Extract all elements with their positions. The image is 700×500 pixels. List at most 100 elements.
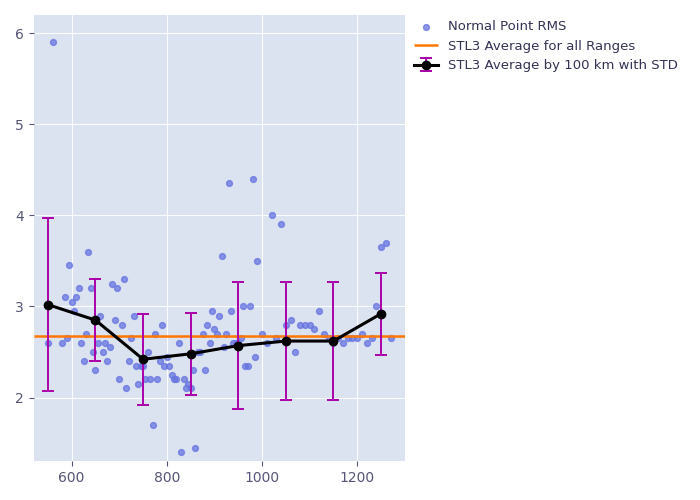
Normal Point RMS bbox=[230, 339, 241, 347]
Normal Point RMS bbox=[64, 262, 75, 270]
Normal Point RMS bbox=[304, 320, 315, 328]
Normal Point RMS bbox=[169, 376, 180, 384]
Normal Point RMS bbox=[106, 280, 118, 287]
Normal Point RMS bbox=[142, 348, 153, 356]
Normal Point RMS bbox=[361, 339, 372, 347]
Normal Point RMS bbox=[211, 330, 223, 338]
Normal Point RMS bbox=[118, 275, 130, 283]
Normal Point RMS bbox=[204, 339, 216, 347]
Normal Point RMS bbox=[74, 284, 85, 292]
Normal Point RMS bbox=[185, 384, 196, 392]
Normal Point RMS bbox=[130, 362, 141, 370]
Normal Point RMS bbox=[223, 180, 235, 188]
Normal Point RMS bbox=[356, 330, 368, 338]
Normal Point RMS bbox=[88, 348, 99, 356]
Normal Point RMS bbox=[71, 294, 82, 302]
Normal Point RMS bbox=[104, 344, 116, 351]
Normal Point RMS bbox=[351, 334, 363, 342]
Normal Point RMS bbox=[290, 348, 301, 356]
Normal Point RMS bbox=[295, 320, 306, 328]
Normal Point RMS bbox=[145, 376, 156, 384]
Normal Point RMS bbox=[97, 348, 108, 356]
Normal Point RMS bbox=[125, 334, 136, 342]
Normal Point RMS bbox=[116, 320, 127, 328]
Normal Point RMS bbox=[280, 320, 291, 328]
Normal Point RMS bbox=[173, 339, 184, 347]
Normal Point RMS bbox=[271, 334, 282, 342]
Normal Point RMS bbox=[228, 339, 239, 347]
Normal Point RMS bbox=[244, 302, 256, 310]
Normal Point RMS bbox=[285, 316, 296, 324]
Normal Point RMS bbox=[76, 339, 87, 347]
Normal Point RMS bbox=[314, 307, 325, 315]
Normal Point RMS bbox=[193, 348, 204, 356]
Normal Point RMS bbox=[137, 362, 148, 370]
Normal Point RMS bbox=[47, 38, 58, 46]
Normal Point RMS bbox=[66, 298, 77, 306]
Normal Point RMS bbox=[249, 352, 260, 360]
Normal Point RMS bbox=[300, 320, 311, 328]
Normal Point RMS bbox=[121, 384, 132, 392]
Normal Point RMS bbox=[123, 357, 134, 365]
Normal Point RMS bbox=[276, 220, 287, 228]
Normal Point RMS bbox=[385, 334, 396, 342]
Normal Point RMS bbox=[159, 362, 170, 370]
Normal Point RMS bbox=[157, 320, 168, 328]
Normal Point RMS bbox=[332, 334, 344, 342]
Normal Point RMS bbox=[99, 339, 111, 347]
Legend: Normal Point RMS, STL3 Average for all Ranges, STL3 Average by 100 km with STD: Normal Point RMS, STL3 Average for all R… bbox=[409, 15, 683, 78]
Normal Point RMS bbox=[366, 334, 377, 342]
Normal Point RMS bbox=[94, 312, 106, 320]
Normal Point RMS bbox=[209, 325, 220, 333]
Normal Point RMS bbox=[135, 362, 146, 370]
Normal Point RMS bbox=[220, 330, 232, 338]
Normal Point RMS bbox=[328, 339, 339, 347]
Normal Point RMS bbox=[111, 284, 122, 292]
Normal Point RMS bbox=[202, 320, 213, 328]
Normal Point RMS bbox=[261, 339, 272, 347]
Normal Point RMS bbox=[78, 357, 89, 365]
Normal Point RMS bbox=[195, 348, 206, 356]
Normal Point RMS bbox=[147, 421, 158, 429]
Normal Point RMS bbox=[62, 334, 73, 342]
Normal Point RMS bbox=[80, 330, 92, 338]
Normal Point RMS bbox=[375, 243, 386, 251]
Normal Point RMS bbox=[152, 376, 163, 384]
Normal Point RMS bbox=[216, 252, 228, 260]
Normal Point RMS bbox=[183, 380, 194, 388]
Normal Point RMS bbox=[133, 380, 144, 388]
Normal Point RMS bbox=[57, 339, 68, 347]
Normal Point RMS bbox=[178, 376, 189, 384]
Normal Point RMS bbox=[140, 376, 151, 384]
Normal Point RMS bbox=[109, 316, 120, 324]
Normal Point RMS bbox=[102, 357, 113, 365]
Normal Point RMS bbox=[92, 339, 104, 347]
Normal Point RMS bbox=[232, 339, 244, 347]
Normal Point RMS bbox=[199, 366, 211, 374]
Normal Point RMS bbox=[342, 334, 354, 342]
Normal Point RMS bbox=[83, 248, 94, 256]
Normal Point RMS bbox=[149, 330, 160, 338]
Normal Point RMS bbox=[237, 302, 248, 310]
Normal Point RMS bbox=[197, 330, 208, 338]
Normal Point RMS bbox=[225, 307, 237, 315]
Normal Point RMS bbox=[309, 325, 320, 333]
Normal Point RMS bbox=[380, 238, 391, 246]
Normal Point RMS bbox=[69, 307, 80, 315]
Normal Point RMS bbox=[214, 312, 225, 320]
Normal Point RMS bbox=[113, 376, 125, 384]
Normal Point RMS bbox=[247, 175, 258, 183]
Normal Point RMS bbox=[266, 212, 277, 220]
Normal Point RMS bbox=[176, 448, 187, 456]
Normal Point RMS bbox=[256, 330, 267, 338]
Normal Point RMS bbox=[347, 334, 358, 342]
Normal Point RMS bbox=[161, 352, 172, 360]
Normal Point RMS bbox=[337, 339, 349, 347]
Normal Point RMS bbox=[59, 294, 70, 302]
Normal Point RMS bbox=[90, 366, 101, 374]
Normal Point RMS bbox=[323, 334, 335, 342]
Normal Point RMS bbox=[166, 371, 177, 379]
Normal Point RMS bbox=[154, 357, 165, 365]
Normal Point RMS bbox=[235, 334, 246, 342]
Normal Point RMS bbox=[171, 376, 182, 384]
